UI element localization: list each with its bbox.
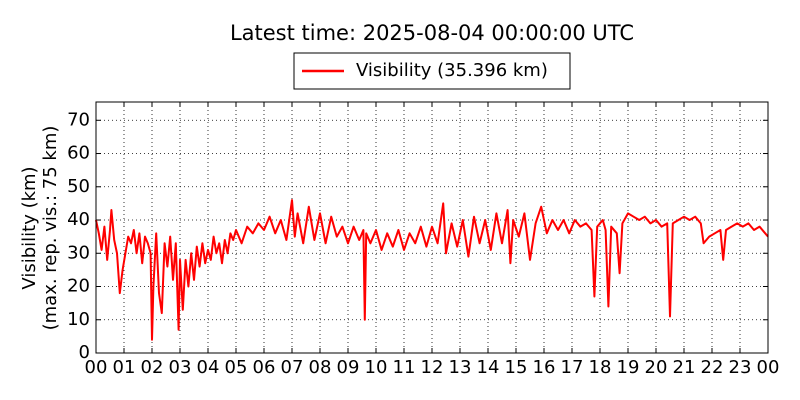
y-tick-label: 50	[67, 176, 90, 197]
x-tick-label: 17	[561, 357, 584, 378]
y-tick-label: 70	[67, 109, 90, 130]
y-tick-label: 0	[79, 342, 90, 363]
x-tick-label: 10	[365, 357, 388, 378]
x-tick-label: 12	[421, 357, 444, 378]
x-tick-label: 00	[757, 357, 780, 378]
x-tick-label: 13	[449, 357, 472, 378]
x-tick-label: 14	[477, 357, 500, 378]
y-axis-label: Visibility (km)	[19, 166, 40, 289]
x-tick-label: 06	[253, 357, 276, 378]
x-tick-label: 05	[225, 357, 248, 378]
y-tick-label: 30	[67, 242, 90, 263]
x-tick-label: 16	[533, 357, 556, 378]
legend-label: Visibility (35.396 km)	[356, 60, 548, 81]
x-tick-label: 11	[393, 357, 416, 378]
plot-frame	[95, 101, 769, 354]
x-tick-label: 09	[337, 357, 360, 378]
x-tick-label: 04	[197, 357, 220, 378]
y-tick-label: 60	[67, 143, 90, 164]
x-tick-label: 22	[701, 357, 724, 378]
y-tick-label: 40	[67, 209, 90, 230]
x-tick-label: 23	[729, 357, 752, 378]
data-line	[95, 199, 769, 341]
x-tick-label: 00	[85, 357, 108, 378]
x-tick-label: 01	[113, 357, 136, 378]
chart-title: Latest time: 2025-08-04 00:00:00 UTC	[230, 21, 634, 45]
x-tick-label: 08	[309, 357, 332, 378]
x-tick-label: 03	[169, 357, 192, 378]
x-tick-label: 21	[673, 357, 696, 378]
x-tick-label: 18	[589, 357, 612, 378]
x-tick-label: 07	[281, 357, 304, 378]
x-tick-label: 15	[505, 357, 528, 378]
x-tick-label: 02	[141, 357, 164, 378]
y-tick-label: 10	[67, 309, 90, 330]
y-axis-label: (max. rep. vis.: 75 km)	[40, 126, 61, 331]
y-tick-label: 20	[67, 276, 90, 297]
x-tick-label: 19	[617, 357, 640, 378]
x-tick-label: 20	[645, 357, 668, 378]
